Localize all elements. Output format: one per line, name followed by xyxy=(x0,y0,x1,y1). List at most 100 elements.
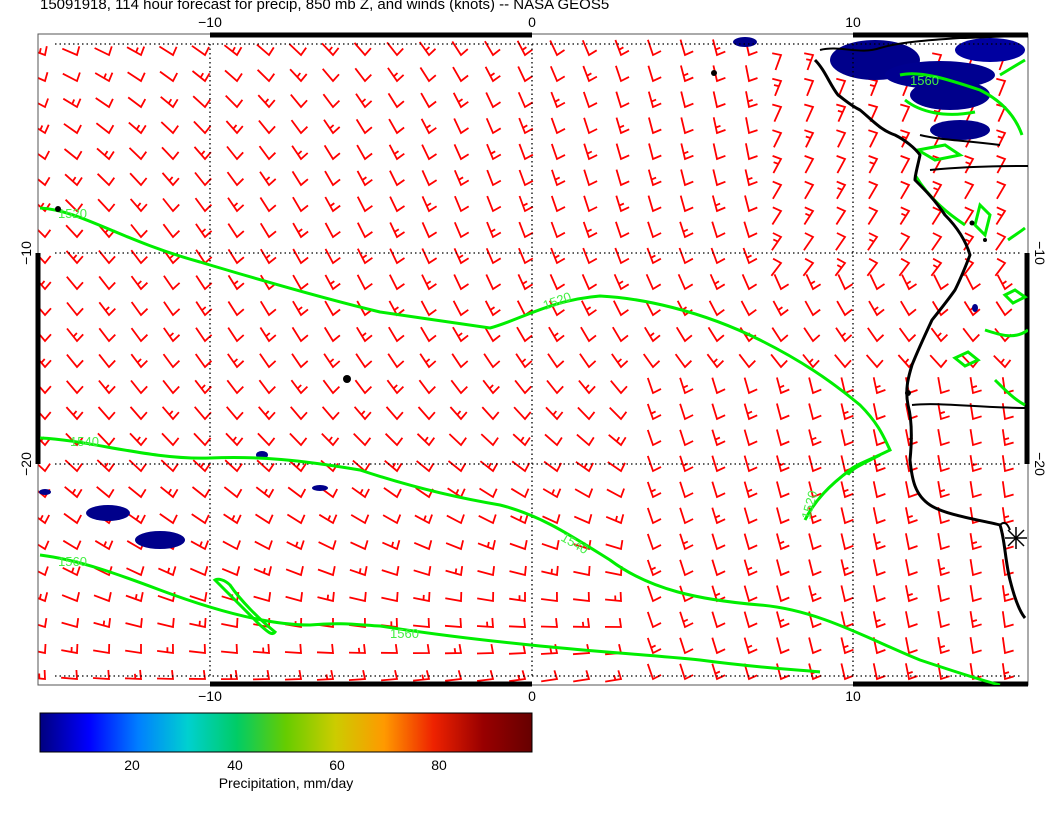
wind-barb xyxy=(808,611,822,629)
wind-barb xyxy=(680,117,694,135)
wind-barb xyxy=(324,196,341,213)
wind-barb xyxy=(356,170,373,187)
wind-barb xyxy=(615,91,630,109)
wind-barb xyxy=(993,354,1012,369)
wind-barb xyxy=(285,566,304,577)
wind-barb xyxy=(61,46,81,57)
wind-barb xyxy=(291,145,309,161)
wind-barb xyxy=(289,68,308,83)
wind-barb xyxy=(712,39,726,57)
wind-barb xyxy=(162,249,181,265)
wind-barb xyxy=(836,300,853,317)
wind-barb xyxy=(868,155,879,174)
wind-barb xyxy=(382,540,401,551)
wind-barb xyxy=(508,617,526,628)
wind-barb xyxy=(161,432,180,447)
colorbar-label: Precipitation, mm/day xyxy=(218,775,354,791)
wind-barb xyxy=(61,643,79,655)
wind-barb xyxy=(544,433,563,447)
wind-barb xyxy=(905,611,918,629)
wind-barb xyxy=(929,354,948,369)
wind-barb xyxy=(574,488,594,499)
wind-barb xyxy=(64,486,83,499)
contour-label: 1520 xyxy=(798,489,820,521)
wind-barb xyxy=(413,565,432,577)
wind-barb xyxy=(776,403,790,421)
wind-barb xyxy=(996,129,1007,148)
wind-barb xyxy=(354,379,373,395)
wind-barb xyxy=(191,70,211,83)
wind-barb xyxy=(612,300,629,317)
wind-barb xyxy=(642,353,661,369)
wind-barb xyxy=(808,585,822,603)
wind-barb xyxy=(679,507,694,525)
wind-barb xyxy=(937,585,950,603)
wind-barb xyxy=(355,93,373,109)
wind-barb xyxy=(582,91,598,109)
wind-barb xyxy=(835,206,847,225)
wind-barb xyxy=(65,406,84,421)
wind-barb xyxy=(130,223,148,239)
wind-barb xyxy=(256,69,276,83)
wind-barb xyxy=(712,91,726,109)
wind-barb xyxy=(481,406,500,421)
wind-barb xyxy=(646,481,662,499)
wind-barb xyxy=(349,591,367,603)
wind-barb xyxy=(772,300,789,317)
wind-barb xyxy=(356,222,373,239)
wind-barb xyxy=(937,403,950,421)
wind-barb xyxy=(93,592,112,603)
wind-barb xyxy=(350,514,370,525)
wind-barb xyxy=(575,461,594,473)
wind-barb xyxy=(865,354,884,369)
wind-barb xyxy=(38,540,50,551)
wind-barb xyxy=(516,326,533,343)
colorbar-tick: 60 xyxy=(329,757,345,773)
wind-barb xyxy=(937,377,950,395)
wind-barb xyxy=(836,129,847,148)
wind-barb xyxy=(1001,455,1014,473)
wind-barb xyxy=(872,403,886,421)
wind-barb xyxy=(872,377,886,395)
wind-barb xyxy=(226,145,244,161)
wind-barb xyxy=(125,618,143,629)
wind-barb xyxy=(710,247,726,265)
wind-barb xyxy=(808,481,822,499)
wind-barb xyxy=(94,72,114,83)
wind-barb xyxy=(319,486,338,499)
wind-barb xyxy=(840,403,854,421)
wind-barb xyxy=(38,150,50,161)
wind-barb xyxy=(711,221,726,239)
wind-barb xyxy=(969,455,982,473)
wind-barb xyxy=(615,117,630,135)
wind-barb xyxy=(840,481,854,499)
wind-barb xyxy=(995,301,1013,317)
wind-barb xyxy=(615,169,630,187)
wind-barb xyxy=(195,301,213,317)
wind-barb xyxy=(543,460,562,473)
wind-barb xyxy=(38,383,52,395)
wind-barb xyxy=(258,120,276,135)
wind-barb xyxy=(259,222,277,239)
wind-barb xyxy=(383,487,402,499)
wind-barb xyxy=(382,514,402,525)
wind-barb xyxy=(66,380,84,395)
wind-barb xyxy=(157,617,175,629)
precipitation-areas xyxy=(39,37,1025,549)
wind-barb xyxy=(387,92,405,109)
wind-barb xyxy=(38,514,50,525)
wind-barb xyxy=(389,222,405,239)
wind-barb xyxy=(290,119,309,135)
wind-barb xyxy=(486,169,502,187)
wind-barb xyxy=(289,432,308,447)
wind-barb xyxy=(937,507,950,525)
wind-barb xyxy=(549,65,566,83)
wind-barb xyxy=(93,617,111,629)
wind-barb xyxy=(450,379,468,395)
wind-barb xyxy=(322,68,340,83)
wind-barb xyxy=(356,274,373,291)
wind-barb xyxy=(227,274,245,291)
wind-barb xyxy=(354,67,372,83)
wind-barb xyxy=(414,514,433,525)
